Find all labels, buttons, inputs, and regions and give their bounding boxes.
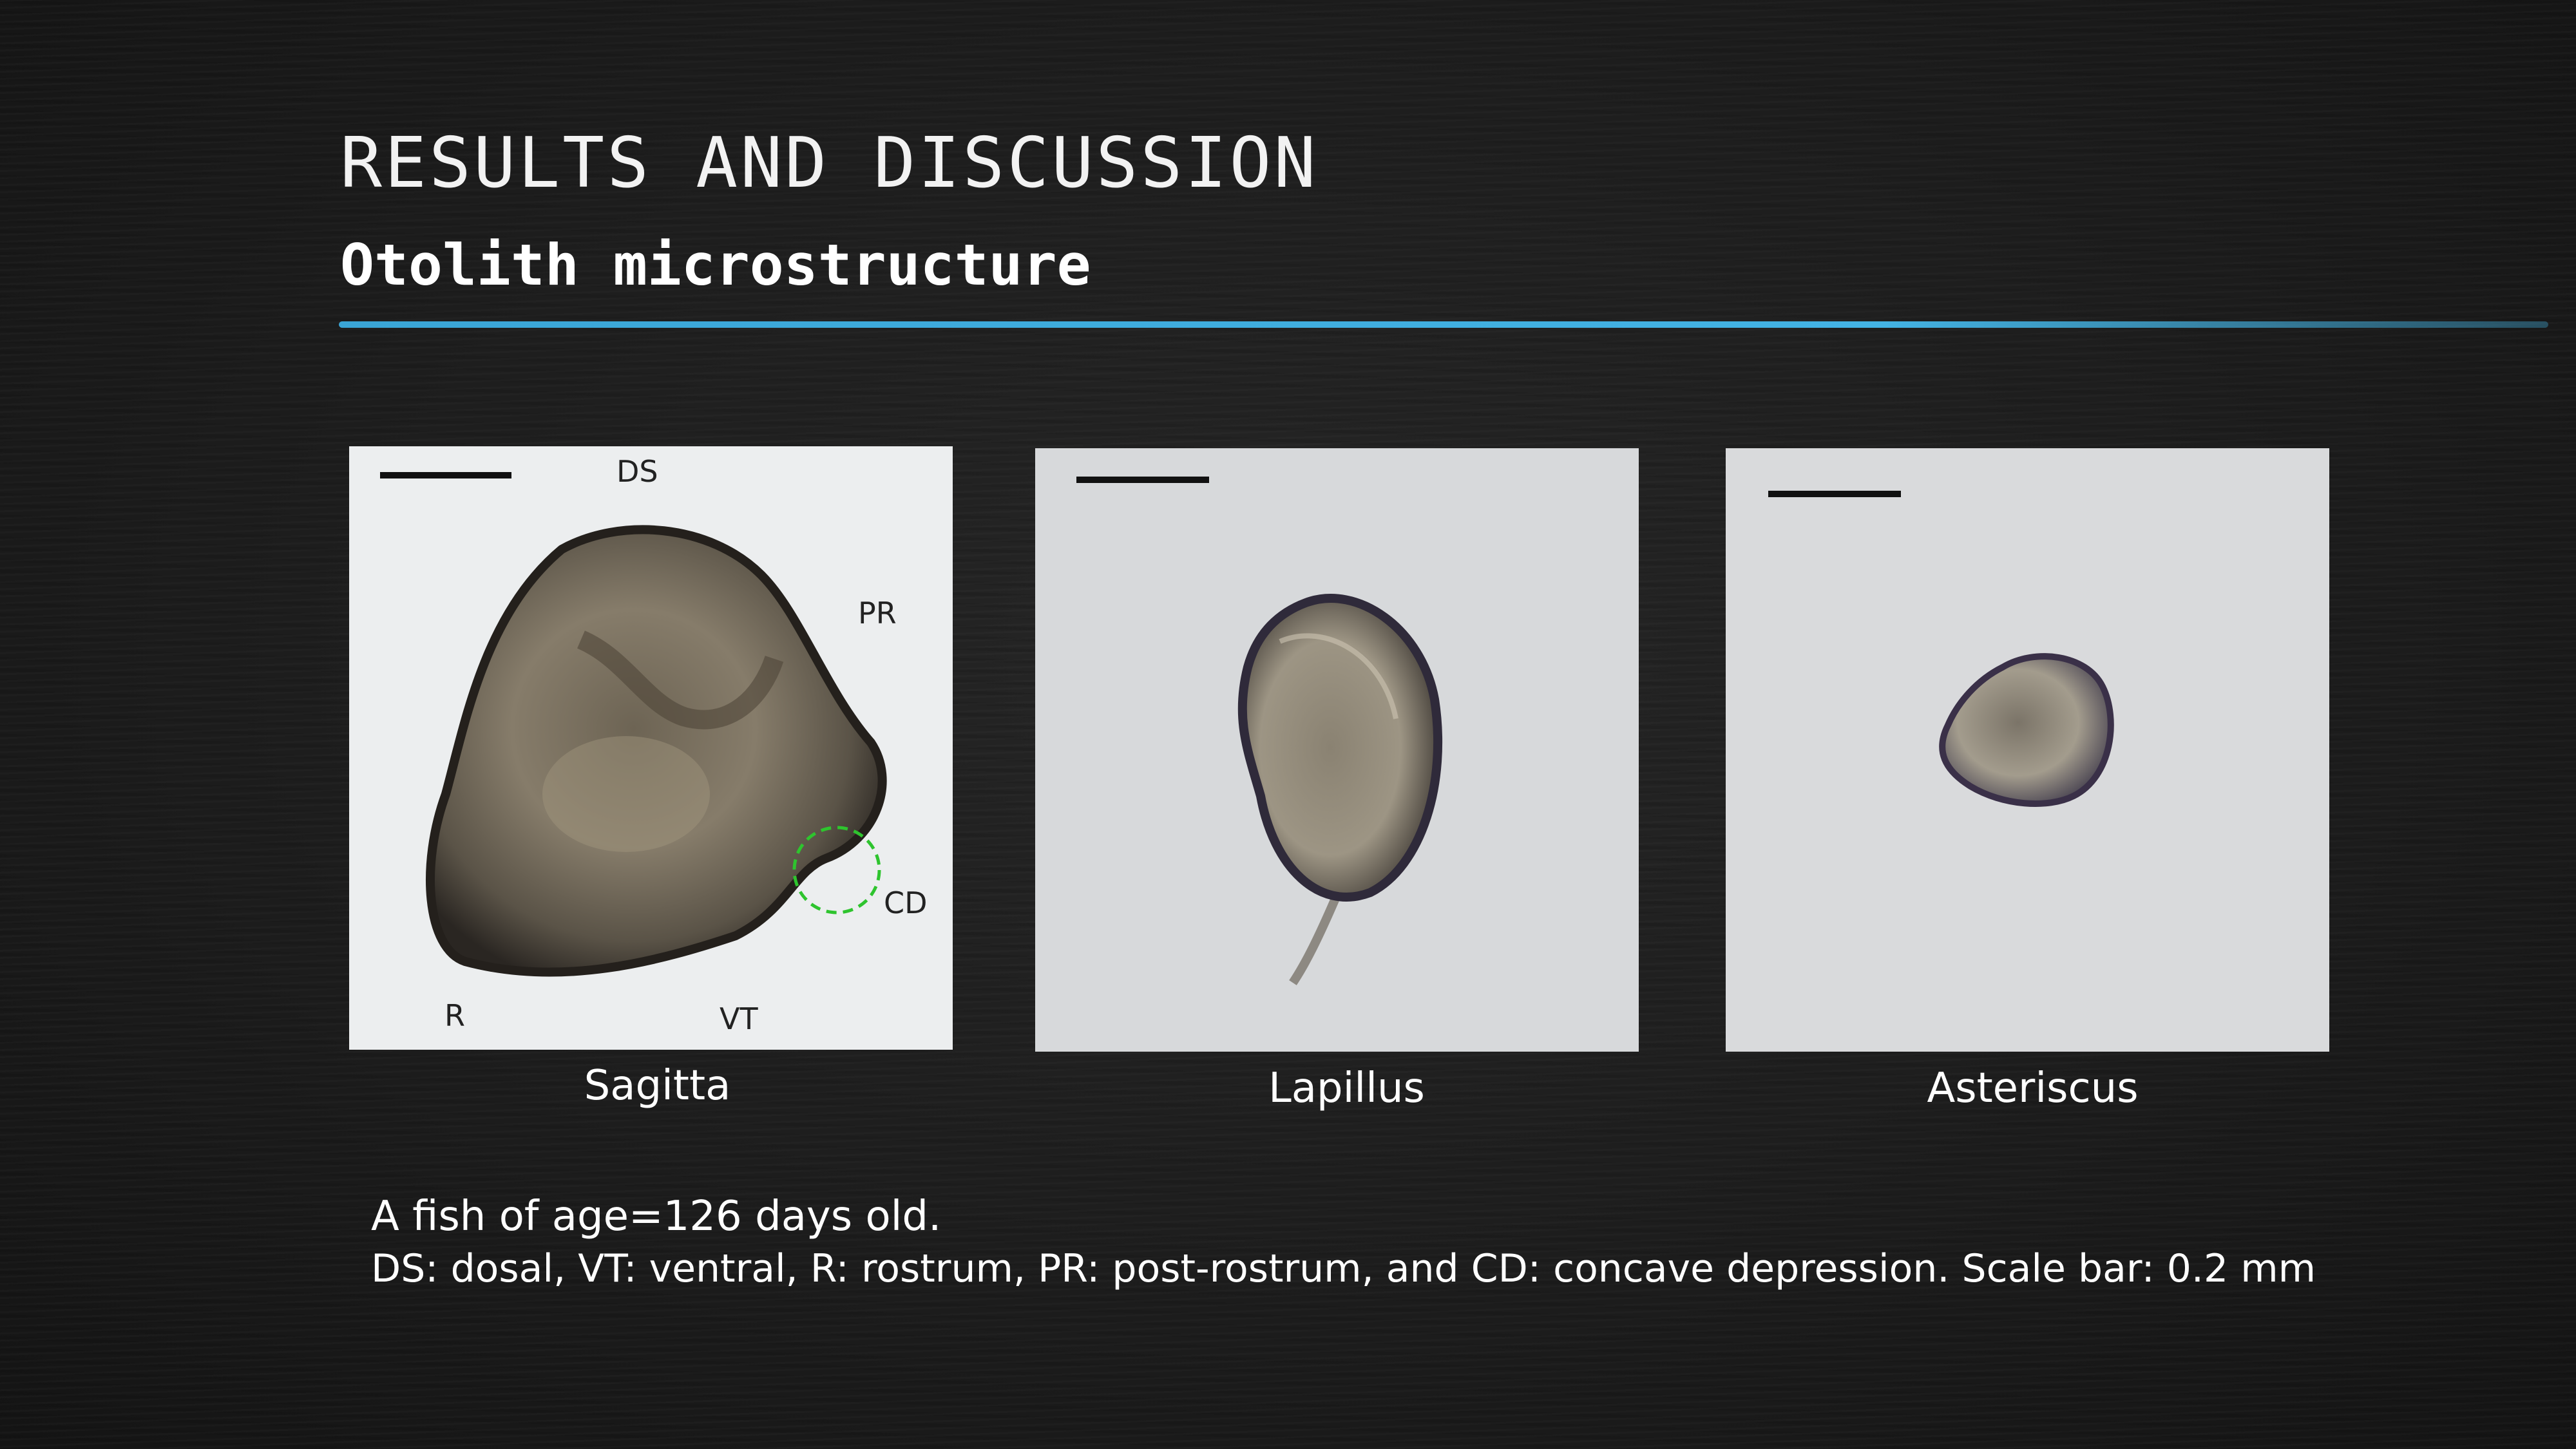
label-pr: PR: [858, 596, 897, 630]
label-cd: CD: [884, 886, 928, 920]
slide-subtitle: Otolith microstructure: [340, 232, 1091, 298]
label-r: R: [444, 998, 465, 1033]
scale-bar: [380, 472, 511, 478]
scale-bar: [1076, 477, 1209, 483]
slide-title: RESULTS AND DISCUSSION: [340, 123, 1319, 204]
title-divider: [339, 321, 2548, 328]
asteriscus-otolith: [1939, 653, 2114, 807]
note-abbreviations: DS: dosal, VT: ventral, R: rostrum, PR: …: [371, 1246, 2316, 1291]
caption-asteriscus: Asteriscus: [1927, 1065, 2139, 1112]
label-vt: VT: [720, 1001, 758, 1036]
lapillus-image: [1035, 448, 1639, 1052]
sagitta-otolith: [426, 525, 887, 977]
sagitta-image: DS PR CD R VT: [349, 446, 953, 1050]
caption-lapillus: Lapillus: [1268, 1065, 1425, 1112]
scale-bar: [1768, 491, 1901, 497]
concave-depression-marker: [792, 826, 881, 914]
asteriscus-image: [1726, 448, 2329, 1052]
label-ds: DS: [616, 454, 658, 489]
caption-sagitta: Sagitta: [584, 1062, 731, 1110]
lapillus-otolith: [1237, 594, 1443, 902]
note-fish-age: A fish of age=126 days old.: [371, 1193, 942, 1240]
